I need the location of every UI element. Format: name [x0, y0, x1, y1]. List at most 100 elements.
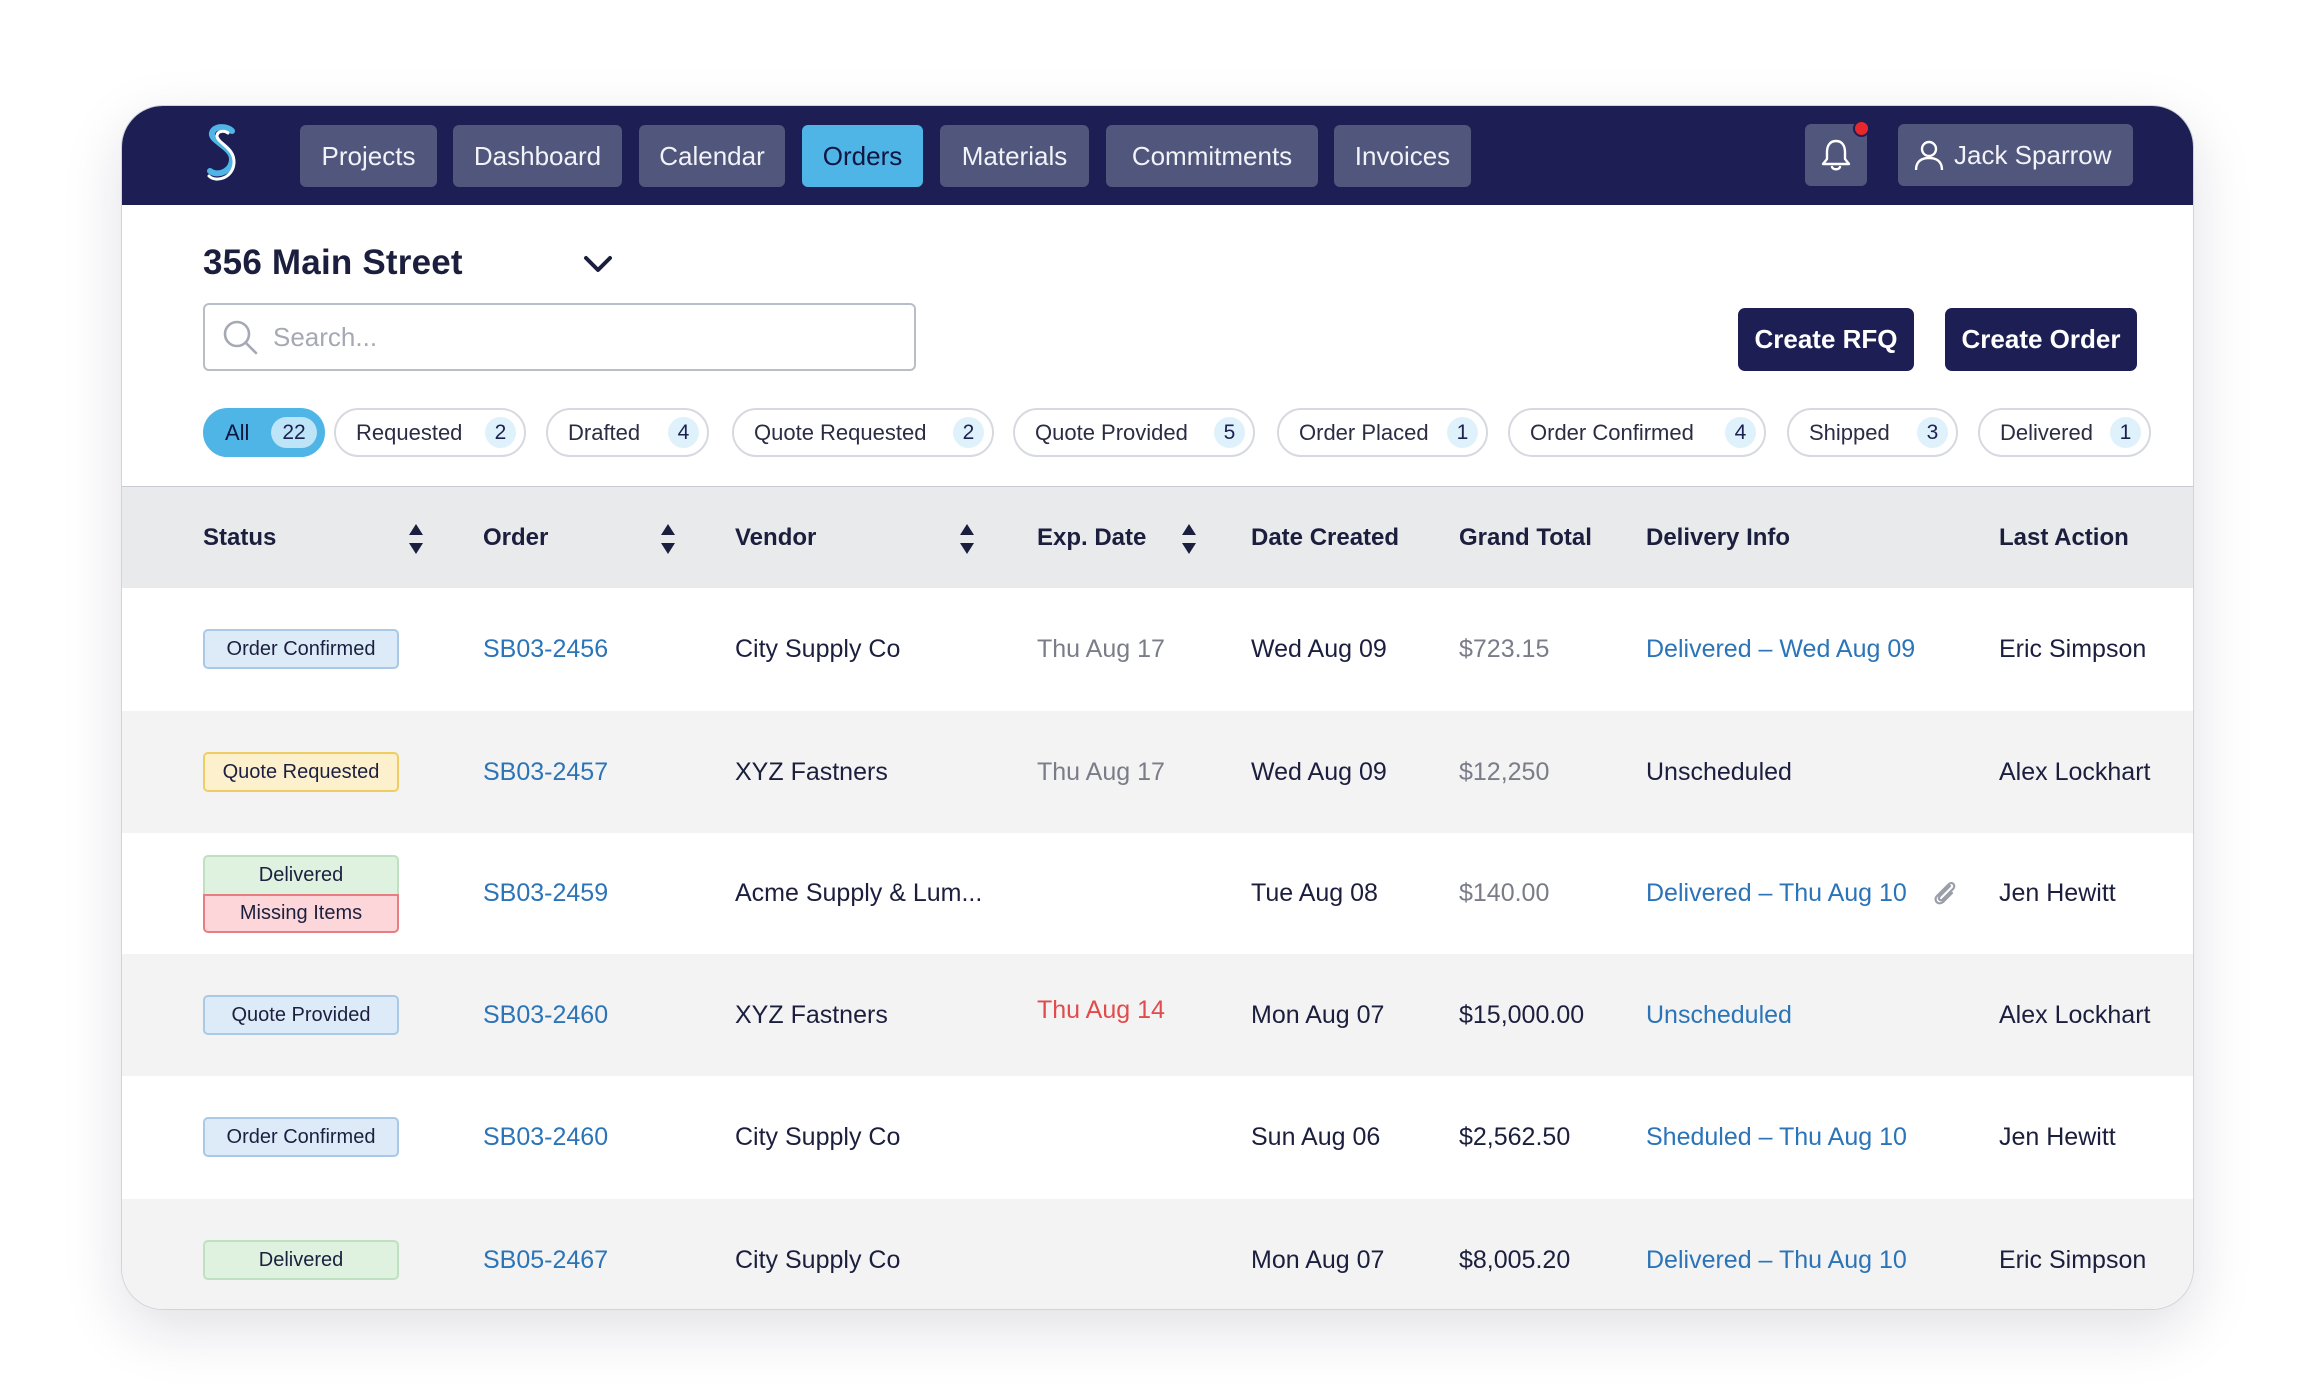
- filter-count: 4: [668, 417, 699, 448]
- delivery-info-link[interactable]: Delivered – Wed Aug 09: [1646, 635, 1916, 663]
- filter-label: Drafted: [568, 419, 641, 445]
- filter-label: Quote Requested: [754, 419, 927, 445]
- delivery-info-cell: Unscheduled: [1646, 757, 1792, 786]
- create-order-button[interactable]: Create Order: [1945, 308, 2137, 371]
- date-created-cell: Sun Aug 06: [1251, 1123, 1381, 1151]
- table-row[interactable]: Order Confirmed SB03-2460 City Supply Co…: [122, 1076, 2193, 1199]
- filter-count: 1: [2110, 417, 2141, 448]
- last-action-cell: Alex Lockhart: [1999, 757, 2151, 786]
- grand-total-cell: $12,250: [1459, 757, 1550, 786]
- chevron-down-icon[interactable]: [581, 247, 615, 281]
- last-action-cell: Jen Hewitt: [1999, 879, 2116, 907]
- date-created-cell: Wed Aug 09: [1251, 757, 1387, 786]
- filter-count: 2: [953, 417, 984, 448]
- paperclip-icon[interactable]: [1930, 878, 1960, 908]
- top-navigation-bar: Projects Dashboard Calendar Orders Mater…: [122, 106, 2193, 205]
- table-row[interactable]: Delivered SB05-2467 City Supply Co Mon A…: [122, 1199, 2193, 1309]
- order-link[interactable]: SB03-2460: [483, 1000, 609, 1029]
- column-header-order[interactable]: Order: [483, 524, 549, 551]
- filter-order-placed[interactable]: Order Placed 1: [1277, 408, 1488, 457]
- last-action-cell: Eric Simpson: [1999, 1245, 2147, 1274]
- nav-commitments[interactable]: Commitments: [1106, 125, 1318, 187]
- nav-materials[interactable]: Materials: [940, 125, 1089, 187]
- filter-drafted[interactable]: Drafted 4: [546, 408, 709, 457]
- app-window: Projects Dashboard Calendar Orders Mater…: [121, 105, 2194, 1310]
- filter-quote-requested[interactable]: Quote Requested 2: [732, 408, 994, 457]
- filter-count: 5: [1214, 417, 1245, 448]
- search-input[interactable]: [273, 321, 873, 353]
- create-rfq-button[interactable]: Create RFQ: [1738, 308, 1914, 371]
- nav-invoices[interactable]: Invoices: [1334, 125, 1471, 187]
- order-link[interactable]: SB03-2460: [483, 1123, 609, 1151]
- delivery-info-link[interactable]: Sheduled – Thu Aug 10: [1646, 1123, 1907, 1151]
- table-row[interactable]: Quote Provided SB03-2460 XYZ Fastners Th…: [122, 954, 2193, 1076]
- sort-icon[interactable]: [1180, 522, 1198, 556]
- status-badge: Delivered: [203, 1240, 399, 1280]
- table-header: Status Order Vendor Exp. Date Date Creat…: [122, 486, 2193, 588]
- filter-quote-provided[interactable]: Quote Provided 5: [1013, 408, 1255, 457]
- order-link[interactable]: SB03-2459: [483, 879, 609, 907]
- nav-calendar[interactable]: Calendar: [639, 125, 785, 187]
- filter-requested[interactable]: Requested 2: [334, 408, 526, 457]
- last-action-cell: Eric Simpson: [1999, 635, 2147, 663]
- delivery-info-link[interactable]: Delivered – Thu Aug 10: [1646, 1245, 1907, 1274]
- exp-date-cell: Thu Aug 17: [1037, 757, 1165, 786]
- last-action-cell: Alex Lockhart: [1999, 1000, 2151, 1029]
- column-header-grand-total: Grand Total: [1459, 524, 1592, 551]
- filter-all[interactable]: All 22: [203, 408, 325, 457]
- delivery-info-link[interactable]: Delivered – Thu Aug 10: [1646, 879, 1907, 907]
- last-action-cell: Jen Hewitt: [1999, 1123, 2116, 1151]
- grand-total-cell: $140.00: [1459, 879, 1550, 907]
- column-header-vendor[interactable]: Vendor: [735, 524, 817, 551]
- filter-count: 2: [485, 417, 516, 448]
- filter-delivered[interactable]: Delivered 1: [1978, 408, 2151, 457]
- grand-total-cell: $2,562.50: [1459, 1123, 1571, 1151]
- table-row[interactable]: Quote Requested SB03-2457 XYZ Fastners T…: [122, 711, 2193, 833]
- table-row[interactable]: Order Confirmed SB03-2456 City Supply Co…: [122, 588, 2193, 711]
- status-badge: Delivered: [203, 855, 399, 894]
- grand-total-cell: $723.15: [1459, 635, 1550, 663]
- project-title: 356 Main Street: [203, 243, 463, 282]
- sort-icon[interactable]: [407, 522, 425, 556]
- brand-logo[interactable]: [204, 123, 240, 185]
- column-header-delivery-info: Delivery Info: [1646, 524, 1791, 551]
- search-icon: [223, 320, 258, 355]
- filter-label: Order Confirmed: [1530, 419, 1694, 445]
- filter-label: Delivered: [2000, 419, 2093, 445]
- grand-total-cell: $15,000.00: [1459, 1000, 1585, 1029]
- filter-count: 22: [271, 417, 317, 448]
- order-link[interactable]: SB03-2457: [483, 757, 609, 786]
- nav-dashboard[interactable]: Dashboard: [453, 125, 622, 187]
- order-link[interactable]: SB03-2456: [483, 635, 609, 663]
- vendor-cell: XYZ Fastners: [735, 1000, 888, 1029]
- sort-icon[interactable]: [659, 522, 677, 556]
- sort-icon[interactable]: [958, 522, 976, 556]
- nav-projects[interactable]: Projects: [300, 125, 437, 187]
- column-header-status[interactable]: Status: [203, 524, 277, 551]
- exp-date-cell-overdue: Thu Aug 14: [1037, 995, 1165, 1024]
- column-header-date-created: Date Created: [1251, 524, 1400, 551]
- filter-label: Requested: [356, 419, 463, 445]
- filter-order-confirmed[interactable]: Order Confirmed 4: [1508, 408, 1766, 457]
- delivery-info-link[interactable]: Unscheduled: [1646, 1000, 1792, 1029]
- status-badge: Order Confirmed: [203, 629, 399, 669]
- vendor-cell: XYZ Fastners: [735, 757, 888, 786]
- filter-shipped[interactable]: Shipped 3: [1787, 408, 1958, 457]
- vendor-cell: Acme Supply & Lum...: [735, 879, 983, 907]
- search-field[interactable]: [203, 303, 916, 371]
- user-menu-button[interactable]: Jack Sparrow: [1898, 124, 2133, 186]
- notification-dot: [1853, 120, 1870, 137]
- date-created-cell: Tue Aug 08: [1251, 879, 1378, 907]
- missing-items-badge: Missing Items: [203, 894, 399, 933]
- column-header-last-action: Last Action: [1999, 524, 2129, 551]
- filter-count: 3: [1917, 417, 1948, 448]
- filter-label: Order Placed: [1299, 419, 1429, 445]
- table-row[interactable]: Delivered Missing Items SB03-2459 Acme S…: [122, 833, 2193, 954]
- column-header-exp-date[interactable]: Exp. Date: [1037, 524, 1147, 551]
- nav-orders[interactable]: Orders: [802, 125, 923, 187]
- filter-label: Shipped: [1809, 419, 1890, 445]
- date-created-cell: Wed Aug 09: [1251, 635, 1387, 663]
- notifications-button[interactable]: [1805, 120, 1870, 186]
- order-link[interactable]: SB05-2467: [483, 1245, 609, 1274]
- date-created-cell: Mon Aug 07: [1251, 1245, 1385, 1274]
